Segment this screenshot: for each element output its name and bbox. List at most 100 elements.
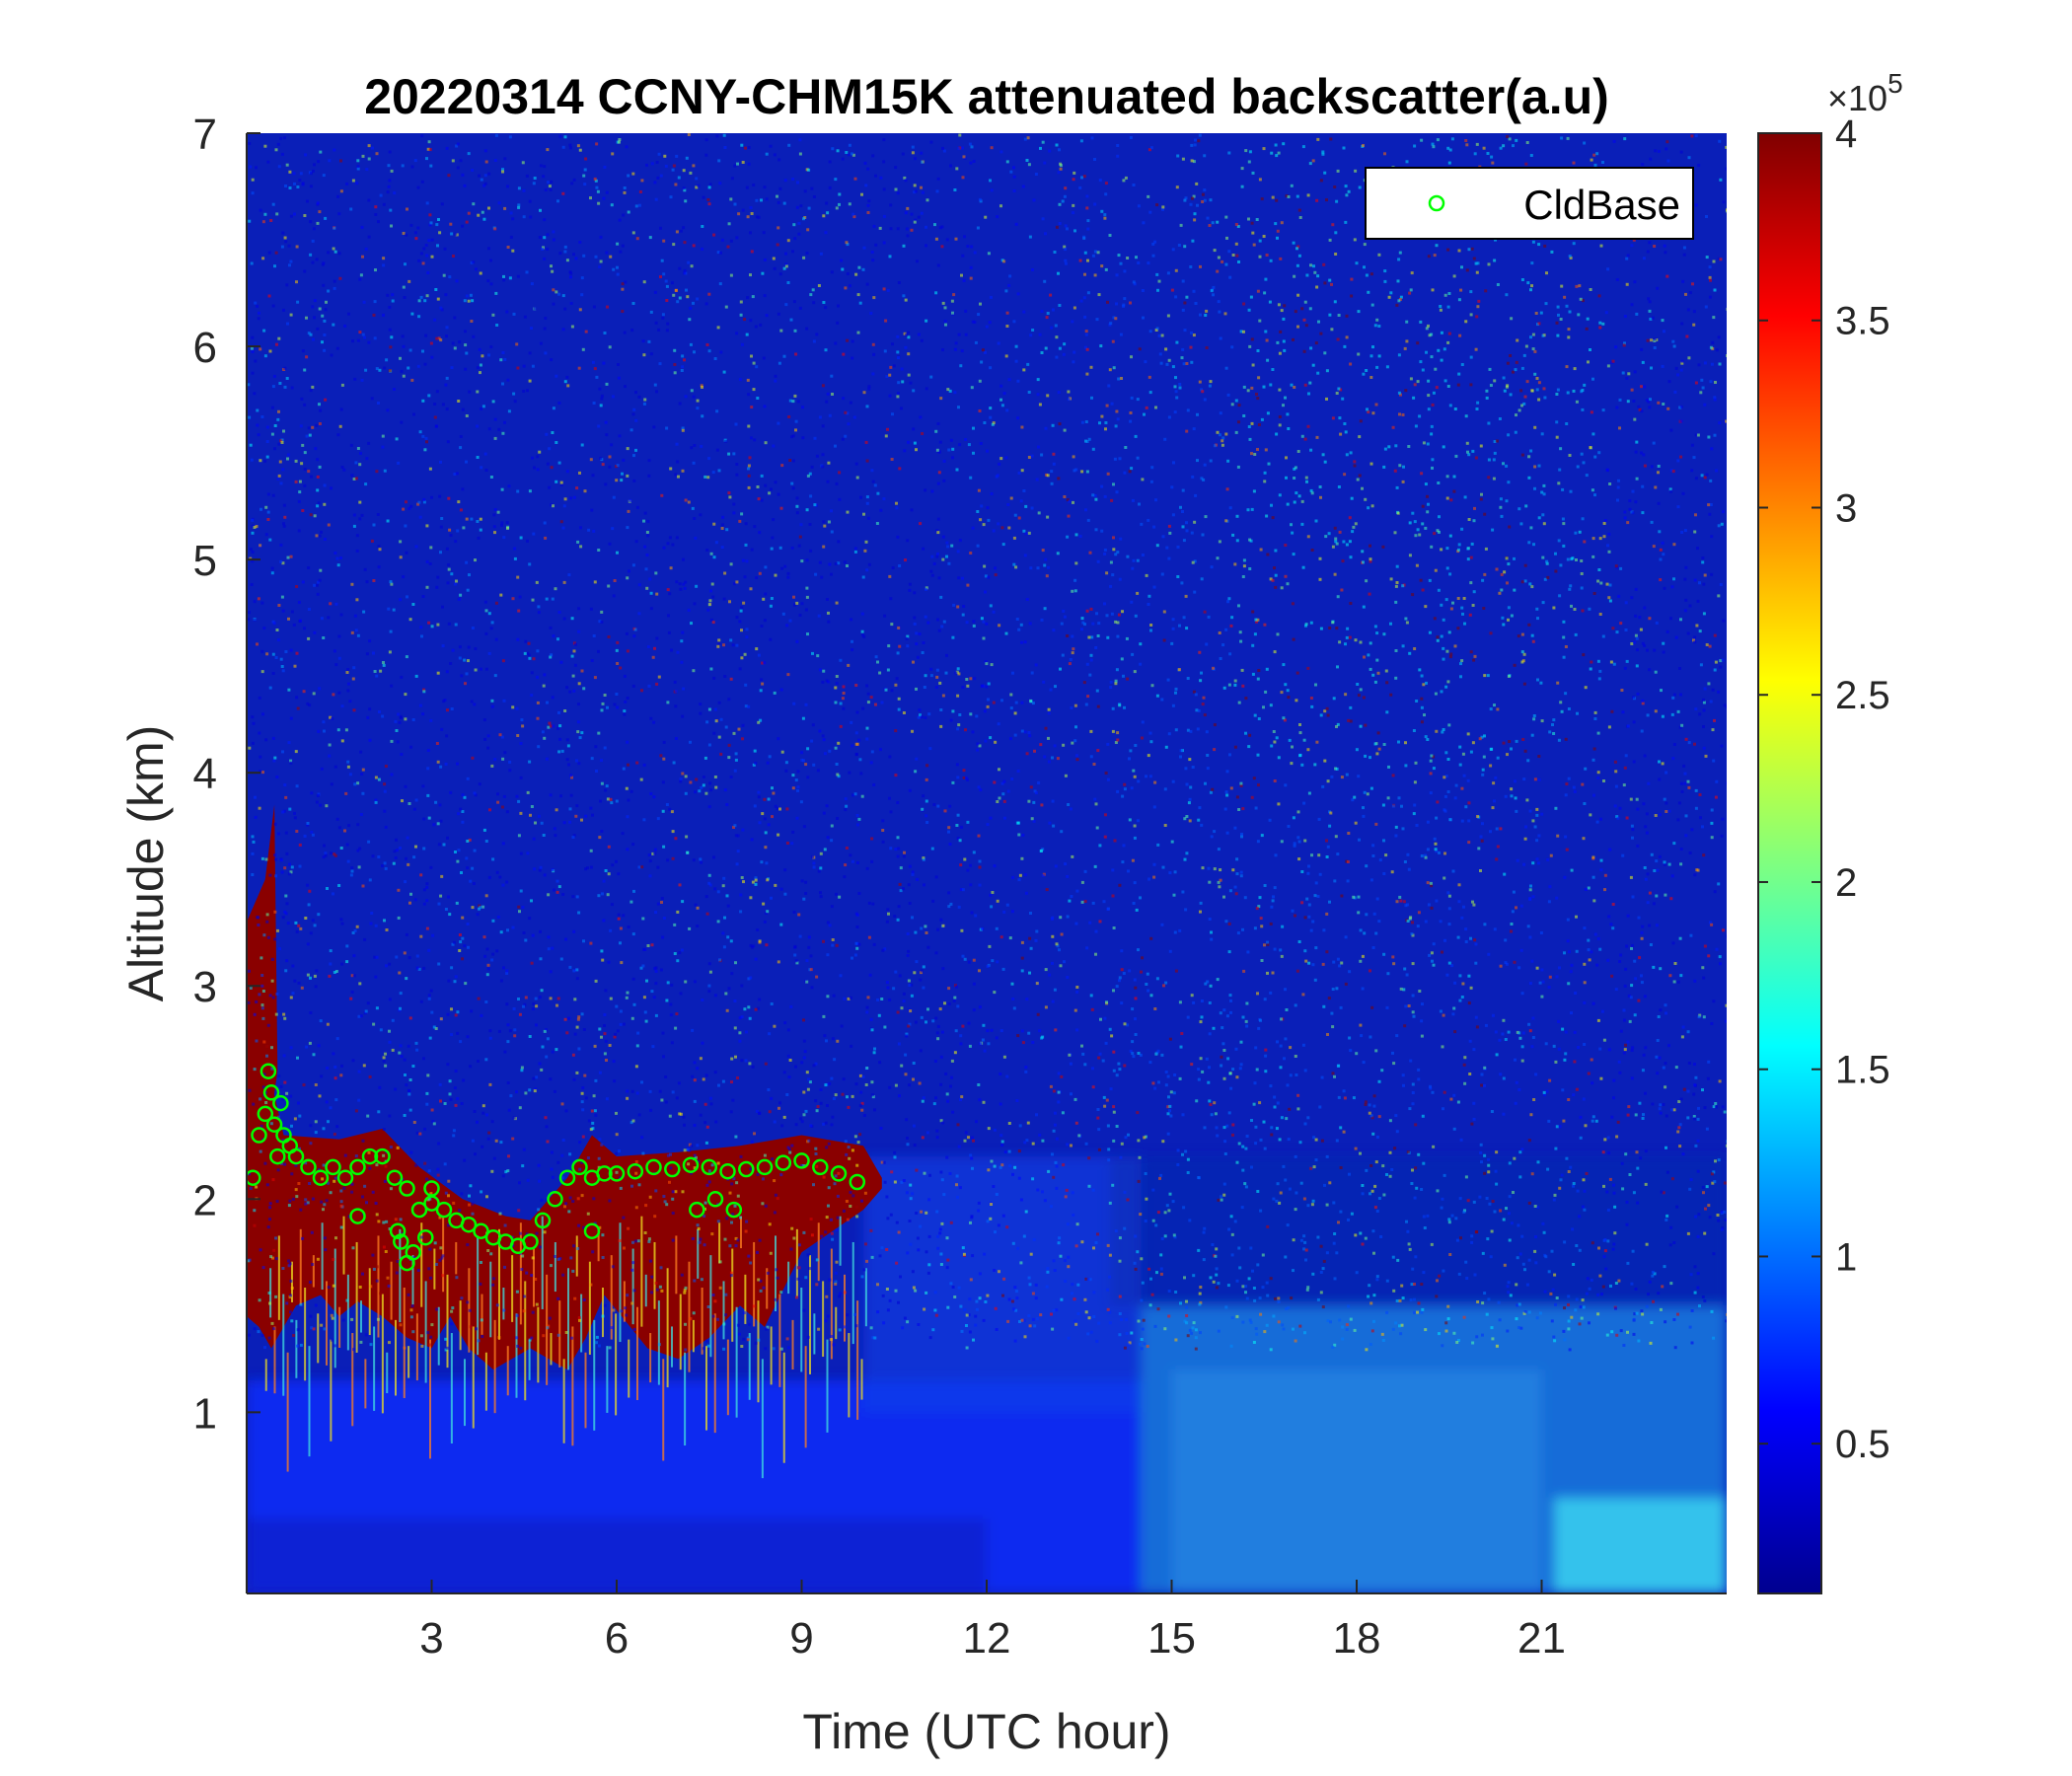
noise-pixel xyxy=(251,873,255,876)
noise-pixel xyxy=(427,816,431,820)
noise-pixel xyxy=(729,939,733,943)
noise-pixel xyxy=(318,687,322,691)
noise-pixel xyxy=(1714,795,1718,799)
noise-pixel xyxy=(1224,1305,1228,1309)
noise-pixel xyxy=(1608,482,1612,485)
noise-pixel xyxy=(1611,627,1615,630)
noise-pixel xyxy=(1098,844,1102,848)
noise-pixel xyxy=(605,1059,608,1062)
noise-pixel xyxy=(1393,469,1397,473)
noise-pixel xyxy=(1083,315,1087,319)
noise-pixel xyxy=(1395,485,1399,489)
noise-pixel xyxy=(1409,1059,1413,1063)
noise-pixel xyxy=(546,148,550,152)
noise-pixel xyxy=(634,448,637,452)
noise-pixel xyxy=(356,338,360,342)
noise-pixel xyxy=(671,1190,675,1194)
noise-pixel xyxy=(786,1054,790,1058)
noise-pixel xyxy=(1123,1226,1127,1230)
noise-pixel xyxy=(1256,1190,1260,1193)
noise-pixel xyxy=(1095,689,1099,693)
noise-pixel xyxy=(1174,268,1178,272)
noise-pixel xyxy=(649,1108,653,1112)
noise-pixel xyxy=(828,749,832,753)
noise-pixel xyxy=(1533,372,1537,376)
noise-pixel xyxy=(1305,480,1308,483)
streak xyxy=(554,1241,556,1293)
noise-pixel xyxy=(302,1083,306,1087)
noise-pixel xyxy=(750,1140,754,1144)
noise-pixel xyxy=(386,1276,390,1280)
noise-pixel xyxy=(1544,1255,1548,1259)
noise-pixel xyxy=(599,457,603,461)
noise-pixel xyxy=(398,1051,402,1055)
noise-pixel xyxy=(359,273,363,277)
noise-pixel xyxy=(1437,588,1441,592)
noise-pixel xyxy=(1233,679,1237,683)
noise-pixel xyxy=(852,215,856,219)
noise-pixel xyxy=(1091,622,1095,626)
noise-pixel xyxy=(578,308,582,312)
noise-pixel xyxy=(1665,274,1669,278)
noise-pixel xyxy=(1297,208,1301,212)
noise-pixel xyxy=(1686,1030,1690,1034)
noise-pixel xyxy=(705,1183,709,1187)
noise-pixel xyxy=(1672,980,1676,984)
noise-pixel xyxy=(598,265,602,268)
noise-pixel xyxy=(1518,1175,1522,1179)
noise-pixel xyxy=(967,1136,970,1140)
noise-pixel xyxy=(739,300,743,304)
noise-pixel xyxy=(1031,1317,1035,1321)
noise-pixel xyxy=(1701,1185,1705,1189)
noise-pixel xyxy=(1225,1124,1229,1128)
noise-pixel xyxy=(1334,253,1338,256)
noise-pixel xyxy=(1109,584,1113,588)
noise-pixel xyxy=(1028,971,1031,975)
noise-pixel xyxy=(706,1344,710,1348)
noise-pixel xyxy=(1707,435,1711,439)
noise-pixel xyxy=(310,791,314,795)
noise-pixel xyxy=(1264,1054,1268,1058)
noise-pixel xyxy=(1344,693,1348,697)
noise-pixel xyxy=(594,179,598,183)
noise-pixel xyxy=(737,212,741,216)
noise-pixel xyxy=(612,594,616,598)
noise-pixel xyxy=(1073,1008,1077,1012)
noise-pixel xyxy=(1724,1219,1727,1221)
noise-pixel xyxy=(1298,753,1302,757)
noise-pixel xyxy=(1168,949,1172,953)
noise-pixel xyxy=(1586,1277,1590,1281)
noise-pixel xyxy=(597,649,600,653)
noise-pixel xyxy=(945,541,949,545)
noise-pixel xyxy=(1717,882,1721,886)
noise-pixel xyxy=(749,231,752,235)
noise-pixel xyxy=(672,164,676,168)
noise-pixel xyxy=(1090,635,1094,639)
noise-pixel xyxy=(1454,1217,1458,1221)
streak xyxy=(277,1235,280,1320)
noise-pixel xyxy=(249,548,253,552)
noise-pixel xyxy=(1412,729,1416,732)
noise-pixel xyxy=(550,466,554,470)
noise-pixel xyxy=(780,750,784,754)
noise-pixel xyxy=(1369,376,1373,379)
noise-pixel xyxy=(724,1313,728,1317)
noise-pixel xyxy=(1702,1191,1705,1195)
noise-pixel xyxy=(1241,1320,1245,1324)
noise-pixel xyxy=(629,900,633,904)
noise-pixel xyxy=(466,1243,470,1247)
noise-pixel xyxy=(1507,562,1511,566)
noise-pixel xyxy=(935,529,939,533)
noise-pixel xyxy=(1181,525,1185,529)
noise-pixel xyxy=(1443,938,1446,942)
streak xyxy=(326,1281,328,1366)
noise-pixel xyxy=(735,332,739,335)
noise-pixel xyxy=(725,803,729,806)
noise-pixel xyxy=(1132,558,1136,562)
noise-pixel xyxy=(1185,815,1189,818)
noise-pixel xyxy=(1717,257,1721,260)
noise-pixel xyxy=(1345,193,1349,197)
noise-pixel xyxy=(544,536,548,540)
noise-pixel xyxy=(300,462,304,466)
noise-pixel xyxy=(740,1345,744,1348)
